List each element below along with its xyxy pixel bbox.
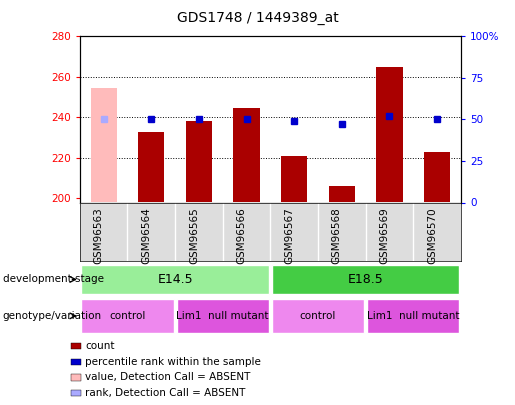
Bar bbox=[72, 374, 81, 381]
Bar bbox=[281, 156, 307, 202]
Text: GSM96568: GSM96568 bbox=[332, 207, 342, 264]
Text: E14.5: E14.5 bbox=[157, 273, 193, 286]
Bar bbox=[138, 132, 164, 202]
Text: Lim1  null mutant: Lim1 null mutant bbox=[177, 311, 269, 321]
Bar bbox=[72, 343, 81, 349]
Bar bbox=[424, 152, 450, 202]
Bar bbox=[72, 358, 81, 365]
Text: GDS1748 / 1449389_at: GDS1748 / 1449389_at bbox=[177, 11, 338, 25]
Bar bbox=[272, 264, 459, 294]
Text: development stage: development stage bbox=[3, 275, 104, 284]
Bar bbox=[376, 67, 403, 202]
Text: GSM96565: GSM96565 bbox=[189, 207, 199, 264]
Text: rank, Detection Call = ABSENT: rank, Detection Call = ABSENT bbox=[85, 388, 246, 398]
Text: GSM96569: GSM96569 bbox=[380, 207, 389, 264]
Bar bbox=[329, 186, 355, 202]
Text: GSM96567: GSM96567 bbox=[284, 207, 294, 264]
Bar bbox=[81, 264, 269, 294]
Text: GSM96563: GSM96563 bbox=[94, 207, 104, 264]
Bar bbox=[91, 88, 117, 202]
Text: value, Detection Call = ABSENT: value, Detection Call = ABSENT bbox=[85, 373, 251, 382]
Bar bbox=[272, 299, 364, 333]
Text: genotype/variation: genotype/variation bbox=[3, 311, 101, 321]
Text: GSM96570: GSM96570 bbox=[427, 207, 437, 264]
Text: GSM96566: GSM96566 bbox=[236, 207, 247, 264]
Bar bbox=[81, 299, 174, 333]
Bar bbox=[233, 108, 260, 202]
Text: control: control bbox=[300, 311, 336, 321]
Bar bbox=[186, 122, 212, 202]
Bar bbox=[177, 299, 269, 333]
Text: E18.5: E18.5 bbox=[348, 273, 384, 286]
Text: GSM96564: GSM96564 bbox=[141, 207, 151, 264]
Bar bbox=[367, 299, 459, 333]
Text: count: count bbox=[85, 341, 115, 351]
Text: control: control bbox=[109, 311, 146, 321]
Text: Lim1  null mutant: Lim1 null mutant bbox=[367, 311, 459, 321]
Bar bbox=[72, 390, 81, 396]
Text: percentile rank within the sample: percentile rank within the sample bbox=[85, 357, 261, 367]
